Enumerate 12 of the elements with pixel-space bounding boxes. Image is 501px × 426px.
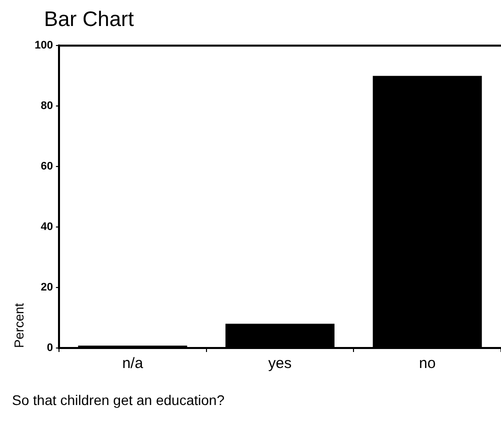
y-tick-label: 20 bbox=[40, 282, 53, 294]
y-tick-label: 60 bbox=[40, 160, 53, 173]
chart-title: Bar Chart bbox=[44, 8, 135, 33]
y-tick-label: 100 bbox=[34, 40, 53, 52]
y-tick-label: 0 bbox=[46, 342, 53, 354]
y-tick-label: 40 bbox=[40, 221, 53, 234]
x-tick-label: no bbox=[418, 355, 436, 372]
x-axis-title: So that children get an education? bbox=[12, 392, 226, 408]
y-tick-label: 80 bbox=[40, 100, 53, 112]
x-tick-label: yes bbox=[268, 355, 292, 372]
y-axis-title: Percent bbox=[11, 302, 26, 348]
x-tick-label: n/a bbox=[122, 355, 144, 372]
